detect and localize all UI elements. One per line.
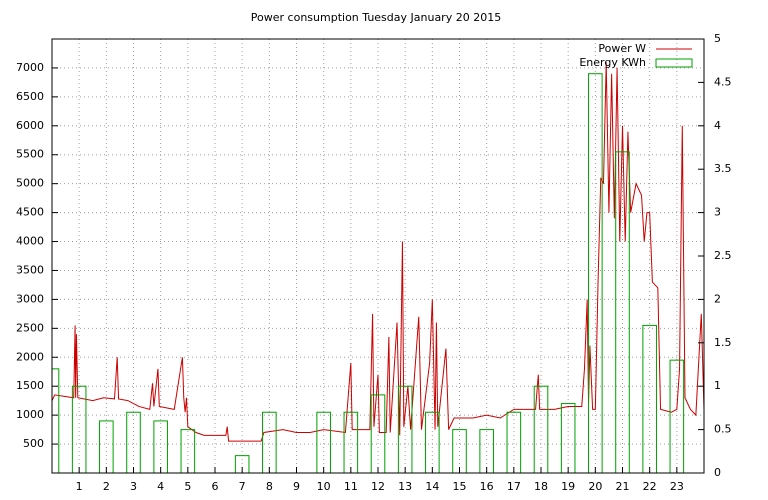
x-tick-label: 2 bbox=[103, 480, 110, 493]
x-tick-label: 19 bbox=[561, 480, 575, 493]
x-tick-label: 20 bbox=[588, 480, 602, 493]
y-tick-label: 4000 bbox=[16, 235, 44, 248]
y-tick-label: 1000 bbox=[16, 408, 44, 421]
y2-tick-label: 1.5 bbox=[714, 336, 732, 349]
y2-tick-label: 4.5 bbox=[714, 75, 732, 88]
x-tick-label: 14 bbox=[425, 480, 439, 493]
x-tick-label: 15 bbox=[453, 480, 467, 493]
x-tick-label: 7 bbox=[239, 480, 246, 493]
y-tick-label: 500 bbox=[23, 437, 44, 450]
energy-bar bbox=[397, 385, 413, 473]
y2-tick-label: 3 bbox=[714, 206, 721, 219]
y2-tick-label: 2.5 bbox=[714, 249, 732, 262]
x-tick-label: 5 bbox=[184, 480, 191, 493]
y-tick-label: 1500 bbox=[16, 379, 44, 392]
energy-bar bbox=[615, 151, 630, 473]
y2-tick-label: 0.5 bbox=[714, 423, 732, 436]
y-tick-label: 5500 bbox=[16, 148, 44, 161]
x-tick-label: 3 bbox=[130, 480, 137, 493]
energy-bar bbox=[180, 429, 196, 473]
x-tick-label: 17 bbox=[507, 480, 521, 493]
y2-tick-label: 3.5 bbox=[714, 162, 732, 175]
y-tick-label: 5000 bbox=[16, 177, 44, 190]
x-tick-label: 8 bbox=[266, 480, 273, 493]
energy-bar bbox=[370, 394, 386, 473]
energy-bar bbox=[533, 385, 549, 473]
x-tick-label: 4 bbox=[157, 480, 164, 493]
y2-tick-label: 2 bbox=[714, 292, 721, 305]
energy-bar bbox=[153, 420, 168, 473]
x-tick-label: 16 bbox=[480, 480, 494, 493]
energy-bar bbox=[234, 455, 250, 473]
energy-bar bbox=[560, 403, 576, 473]
y-tick-label: 6500 bbox=[16, 90, 44, 103]
legend-swatch bbox=[655, 58, 693, 68]
x-tick-label: 9 bbox=[293, 480, 300, 493]
x-tick-label: 6 bbox=[212, 480, 219, 493]
y-tick-label: 3500 bbox=[16, 263, 44, 276]
energy-bar bbox=[479, 429, 494, 473]
energy-bar bbox=[99, 420, 114, 473]
legend-label: Power W bbox=[598, 42, 646, 55]
energy-bar bbox=[669, 359, 685, 473]
x-tick-label: 23 bbox=[670, 480, 684, 493]
power-line bbox=[52, 62, 704, 442]
y-tick-label: 6000 bbox=[16, 119, 44, 132]
y2-tick-label: 5 bbox=[714, 32, 721, 45]
chart-title: Power consumption Tuesday January 20 201… bbox=[251, 11, 501, 24]
energy-bar bbox=[71, 385, 87, 473]
y2-tick-label: 0 bbox=[714, 466, 721, 479]
y-tick-label: 4500 bbox=[16, 206, 44, 219]
x-tick-label: 11 bbox=[344, 480, 358, 493]
y-tick-label: 2000 bbox=[16, 350, 44, 363]
x-tick-label: 12 bbox=[371, 480, 385, 493]
y-tick-label: 7000 bbox=[16, 61, 44, 74]
x-tick-label: 22 bbox=[643, 480, 657, 493]
y2-tick-label: 1 bbox=[714, 379, 721, 392]
energy-bar bbox=[642, 324, 657, 473]
y-tick-label: 3000 bbox=[16, 292, 44, 305]
x-tick-label: 13 bbox=[398, 480, 412, 493]
energy-bar bbox=[52, 368, 60, 473]
y2-tick-label: 4 bbox=[714, 119, 721, 132]
x-tick-label: 10 bbox=[317, 480, 331, 493]
y-tick-label: 2500 bbox=[16, 321, 44, 334]
x-tick-label: 21 bbox=[616, 480, 630, 493]
x-tick-label: 1 bbox=[76, 480, 83, 493]
energy-bar bbox=[588, 73, 603, 473]
legend-label: Energy KWh bbox=[579, 56, 646, 69]
x-tick-label: 18 bbox=[534, 480, 548, 493]
energy-bar bbox=[452, 429, 467, 473]
